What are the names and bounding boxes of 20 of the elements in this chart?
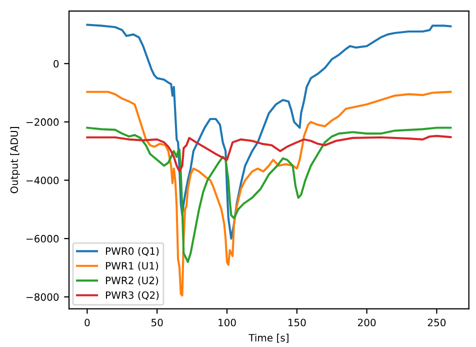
line-series bbox=[86, 126, 452, 263]
y-tick-label: 0 bbox=[54, 60, 59, 68]
legend-label: PWR1 (U1) bbox=[106, 262, 158, 271]
y-tick-label: −4000 bbox=[26, 176, 59, 184]
y-tick-label: −2000 bbox=[26, 118, 59, 126]
legend-label: PWR0 (Q1) bbox=[106, 247, 159, 256]
y-axis-title: Output [ADU] bbox=[10, 127, 20, 194]
legend-label: PWR2 (U2) bbox=[106, 276, 158, 286]
y-tick-label: −8000 bbox=[26, 293, 59, 301]
x-axis-title: Time [s] bbox=[248, 334, 288, 343]
x-tick-label: 150 bbox=[288, 318, 306, 326]
x-tick-label: 50 bbox=[152, 318, 163, 326]
x-tick-label: 250 bbox=[428, 318, 446, 326]
legend-label: PWR3 (Q2) bbox=[106, 291, 159, 300]
line-series bbox=[86, 134, 452, 173]
x-tick-label: 0 bbox=[84, 318, 90, 326]
y-tick-label: −6000 bbox=[26, 234, 59, 242]
x-tick-label: 200 bbox=[358, 318, 376, 326]
x-tick-label: 100 bbox=[218, 318, 236, 326]
line-series bbox=[86, 24, 452, 240]
